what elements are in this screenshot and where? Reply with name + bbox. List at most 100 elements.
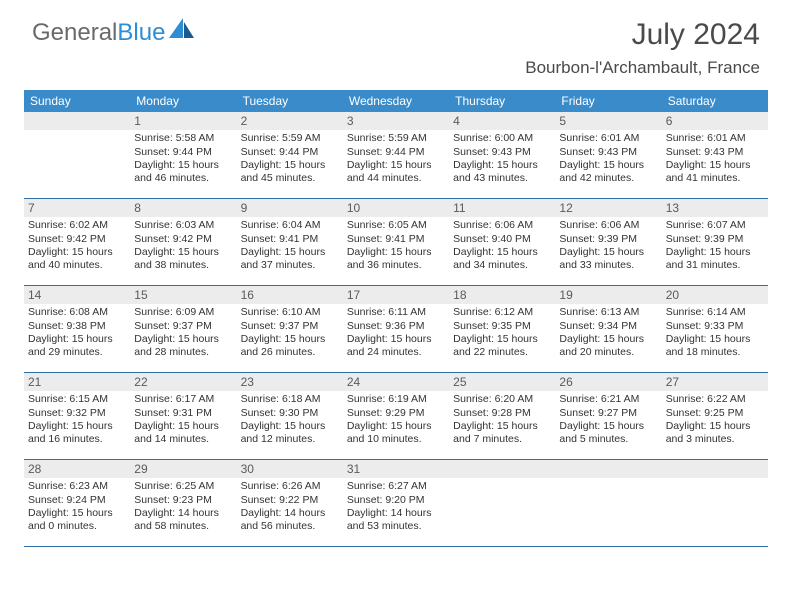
daylight-text: Daylight: 15 hours and 26 minutes. — [241, 333, 339, 358]
week-row: 1Sunrise: 5:58 AMSunset: 9:44 PMDaylight… — [24, 112, 768, 199]
day-cell: 10Sunrise: 6:05 AMSunset: 9:41 PMDayligh… — [343, 199, 449, 285]
sunrise-text: Sunrise: 6:25 AM — [134, 480, 232, 493]
day-details: Sunrise: 6:08 AMSunset: 9:38 PMDaylight:… — [24, 304, 130, 363]
day-number: 5 — [555, 112, 661, 130]
sunrise-text: Sunrise: 6:00 AM — [453, 132, 551, 145]
day-cell: 4Sunrise: 6:00 AMSunset: 9:43 PMDaylight… — [449, 112, 555, 198]
daylight-text: Daylight: 15 hours and 44 minutes. — [347, 159, 445, 184]
day-cell: 12Sunrise: 6:06 AMSunset: 9:39 PMDayligh… — [555, 199, 661, 285]
sunrise-text: Sunrise: 6:06 AM — [559, 219, 657, 232]
sunset-text: Sunset: 9:28 PM — [453, 407, 551, 420]
sunset-text: Sunset: 9:44 PM — [241, 146, 339, 159]
day-details: Sunrise: 6:14 AMSunset: 9:33 PMDaylight:… — [662, 304, 768, 363]
sunrise-text: Sunrise: 6:13 AM — [559, 306, 657, 319]
sunrise-text: Sunrise: 6:14 AM — [666, 306, 764, 319]
sunset-text: Sunset: 9:43 PM — [453, 146, 551, 159]
sunset-text: Sunset: 9:31 PM — [134, 407, 232, 420]
daylight-text: Daylight: 15 hours and 10 minutes. — [347, 420, 445, 445]
dow-label: Wednesday — [343, 90, 449, 112]
daylight-text: Daylight: 14 hours and 58 minutes. — [134, 507, 232, 532]
daylight-text: Daylight: 15 hours and 37 minutes. — [241, 246, 339, 271]
sunset-text: Sunset: 9:34 PM — [559, 320, 657, 333]
day-cell: 30Sunrise: 6:26 AMSunset: 9:22 PMDayligh… — [237, 460, 343, 546]
logo-text-b: Blue — [117, 19, 165, 47]
day-details: Sunrise: 6:04 AMSunset: 9:41 PMDaylight:… — [237, 217, 343, 276]
day-cell: 6Sunrise: 6:01 AMSunset: 9:43 PMDaylight… — [662, 112, 768, 198]
day-cell: 31Sunrise: 6:27 AMSunset: 9:20 PMDayligh… — [343, 460, 449, 546]
day-number: 25 — [449, 373, 555, 391]
week-row: 7 Sunrise: 6:02 AMSunset: 9:42 PM Daylight… — [24, 199, 768, 286]
day-details: Sunrise: 6:21 AMSunset: 9:27 PMDaylight:… — [555, 391, 661, 450]
sunset-text: Sunset: 9:25 PM — [666, 407, 764, 420]
daylight-text: Daylight: 15 hours and 18 minutes. — [666, 333, 764, 358]
daylight-text: Daylight: 15 hours and 28 minutes. — [134, 333, 232, 358]
day-details: Sunrise: 6:10 AMSunset: 9:37 PMDaylight:… — [237, 304, 343, 363]
daylight-text: Daylight: 15 hours and 3 minutes. — [666, 420, 764, 445]
sunrise-text: Sunrise: 6:21 AM — [559, 393, 657, 406]
day-number — [449, 460, 555, 478]
sunset-text: Sunset: 9:37 PM — [134, 320, 232, 333]
day-number: 22 — [130, 373, 236, 391]
day-cell: 17Sunrise: 6:11 AMSunset: 9:36 PMDayligh… — [343, 286, 449, 372]
day-cell: 19Sunrise: 6:13 AMSunset: 9:34 PMDayligh… — [555, 286, 661, 372]
sunset-text: Sunset: 9:22 PM — [241, 494, 339, 507]
sunset-text: Sunset: 9:44 PM — [347, 146, 445, 159]
day-number: 21 — [24, 373, 130, 391]
day-number: 26 — [555, 373, 661, 391]
location: Bourbon-l'Archambault, France — [525, 58, 760, 78]
sunrise-text: Sunrise: 6:05 AM — [347, 219, 445, 232]
daylight-text: Daylight: 15 hours and 22 minutes. — [453, 333, 551, 358]
day-cell: 3Sunrise: 5:59 AMSunset: 9:44 PMDaylight… — [343, 112, 449, 198]
day-cell: 8Sunrise: 6:03 AMSunset: 9:42 PMDaylight… — [130, 199, 236, 285]
sunrise-text: Sunrise: 6:27 AM — [347, 480, 445, 493]
dow-label: Thursday — [449, 90, 555, 112]
day-cell: 11Sunrise: 6:06 AMSunset: 9:40 PMDayligh… — [449, 199, 555, 285]
day-number: 11 — [449, 199, 555, 217]
day-number: 29 — [130, 460, 236, 478]
day-details: Sunrise: 6:22 AMSunset: 9:25 PMDaylight:… — [662, 391, 768, 450]
day-number: 15 — [130, 286, 236, 304]
day-cell: 29 Sunrise: 6:25 AMSunset: 9:23 PMDayligh… — [130, 460, 236, 546]
day-number: 7 — [24, 199, 130, 217]
day-cell: 15Sunrise: 6:09 AMSunset: 9:37 PMDayligh… — [130, 286, 236, 372]
daylight-text: Daylight: 15 hours and 0 minutes. — [28, 507, 126, 532]
day-number — [662, 460, 768, 478]
sunset-text: Sunset: 9:41 PM — [347, 233, 445, 246]
day-cell: 7Sunrise: 6:02 AMSunset: 9:42 PMDaylight… — [24, 199, 130, 285]
day-cell — [662, 460, 768, 546]
week-row: 21Sunrise: 6:15 AMSunset: 9:32 PMDayligh… — [24, 373, 768, 460]
day-details: Sunrise: 6:18 AMSunset: 9:30 PMDaylight:… — [237, 391, 343, 450]
dow-label: Tuesday — [237, 90, 343, 112]
day-number: 8 — [130, 199, 236, 217]
sunset-text: Sunset: 9:29 PM — [347, 407, 445, 420]
daylight-text: Daylight: 15 hours and 41 minutes. — [666, 159, 764, 184]
sunrise-text: Sunrise: 6:04 AM — [241, 219, 339, 232]
sunset-text: Sunset: 9:20 PM — [347, 494, 445, 507]
day-number: 1 — [130, 112, 236, 130]
day-number: 10 — [343, 199, 449, 217]
daylight-text: Daylight: 15 hours and 38 minutes. — [134, 246, 232, 271]
sunrise-text: Sunrise: 6:02 AM — [28, 219, 126, 232]
sunset-text: Sunset: 9:39 PM — [559, 233, 657, 246]
sunset-text: Sunset: 9:23 PM — [134, 494, 232, 507]
daylight-text: Daylight: 14 hours and 56 minutes. — [241, 507, 339, 532]
day-details: Sunrise: 6:11 AMSunset: 9:36 PMDaylight:… — [343, 304, 449, 363]
sunset-text: Sunset: 9:27 PM — [559, 407, 657, 420]
sunset-text: Sunset: 9:33 PM — [666, 320, 764, 333]
weeks-container: 1Sunrise: 5:58 AMSunset: 9:44 PMDaylight… — [24, 112, 768, 547]
daylight-text: Daylight: 15 hours and 43 minutes. — [453, 159, 551, 184]
sunset-text: Sunset: 9:35 PM — [453, 320, 551, 333]
sunrise-text: Sunrise: 6:17 AM — [134, 393, 232, 406]
sunset-text: Sunset: 9:42 PM — [28, 233, 126, 246]
day-cell: 16Sunrise: 6:10 AMSunset: 9:37 PMDayligh… — [237, 286, 343, 372]
sunrise-text: Sunrise: 6:08 AM — [28, 306, 126, 319]
day-number: 13 — [662, 199, 768, 217]
sunset-text: Sunset: 9:43 PM — [559, 146, 657, 159]
sunset-text: Sunset: 9:32 PM — [28, 407, 126, 420]
daylight-text: Daylight: 15 hours and 20 minutes. — [559, 333, 657, 358]
daylight-text: Daylight: 15 hours and 14 minutes. — [134, 420, 232, 445]
day-number: 16 — [237, 286, 343, 304]
day-cell: 28Sunrise: 6:23 AMSunset: 9:24 PMDayligh… — [24, 460, 130, 546]
logo-text-a: General — [32, 19, 117, 47]
calendar: SundayMondayTuesdayWednesdayThursdayFrid… — [24, 90, 768, 547]
